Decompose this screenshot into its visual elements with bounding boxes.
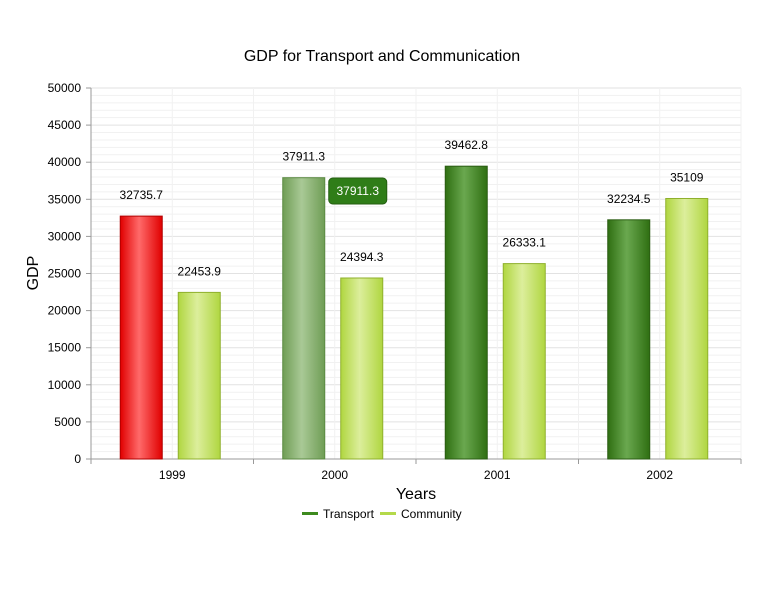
data-labels: 32735.7 37911.3 39462.8 32234.5 22453.9 24394… bbox=[120, 138, 704, 278]
data-label-community-2002: 35109 bbox=[670, 170, 704, 184]
x-tick-label: 2000 bbox=[321, 468, 348, 482]
tooltip: 37911.3 bbox=[328, 177, 388, 205]
bar-community-2000 bbox=[340, 277, 384, 460]
x-tick-label: 2001 bbox=[484, 468, 511, 482]
bar-marks bbox=[119, 165, 709, 460]
data-label-transport-2002: 32234.5 bbox=[607, 192, 651, 206]
legend-swatch-transport bbox=[302, 512, 318, 515]
y-tick-label: 0 bbox=[74, 452, 81, 466]
legend-label-community: Community bbox=[401, 507, 462, 521]
bar-transport-2002 bbox=[607, 219, 651, 460]
y-tick-label: 45000 bbox=[48, 118, 82, 132]
x-axis-ticks: 1999 2000 2001 2002 bbox=[90, 459, 742, 482]
y-tick-label: 25000 bbox=[48, 267, 82, 281]
y-tick-label: 5000 bbox=[54, 415, 81, 429]
y-tick-label: 50000 bbox=[48, 81, 82, 95]
data-label-community-1999: 22453.9 bbox=[178, 264, 222, 278]
legend: Transport Community bbox=[302, 507, 462, 521]
data-label-transport-2001: 39462.8 bbox=[445, 138, 489, 152]
legend-label-transport: Transport bbox=[323, 507, 375, 521]
y-tick-label: 10000 bbox=[48, 378, 82, 392]
chart-title: GDP for Transport and Communication bbox=[244, 48, 520, 65]
y-tick-label: 15000 bbox=[48, 341, 82, 355]
legend-swatch-community bbox=[380, 512, 396, 515]
y-tick-label: 30000 bbox=[48, 229, 82, 243]
y-tick-label: 35000 bbox=[48, 192, 82, 206]
data-label-community-2001: 26333.1 bbox=[503, 236, 547, 250]
bar-transport-2001 bbox=[444, 165, 488, 460]
data-label-transport-2000: 37911.3 bbox=[283, 150, 326, 164]
x-tick-label: 2002 bbox=[646, 468, 673, 482]
y-tick-label: 20000 bbox=[48, 304, 82, 318]
tooltip-box bbox=[328, 177, 388, 205]
data-label-transport-1999: 32735.7 bbox=[120, 188, 164, 202]
y-axis-ticks: 0 5000 10000 15000 20000 25000 30000 35000 40000… bbox=[48, 81, 91, 466]
x-tick-label: 1999 bbox=[159, 468, 186, 482]
tooltip-text: 37911.3 bbox=[337, 184, 380, 198]
bar-community-2002 bbox=[665, 197, 709, 460]
y-tick-label: 40000 bbox=[48, 155, 82, 169]
y-axis-title: GDP bbox=[25, 256, 42, 291]
bar-community-1999 bbox=[177, 291, 221, 460]
bar-community-2001 bbox=[502, 263, 546, 460]
x-axis-title: Years bbox=[396, 486, 436, 503]
bar-transport-2000 bbox=[282, 177, 326, 460]
bar-transport-1999 bbox=[119, 215, 163, 460]
data-label-community-2000: 24394.3 bbox=[340, 250, 384, 264]
